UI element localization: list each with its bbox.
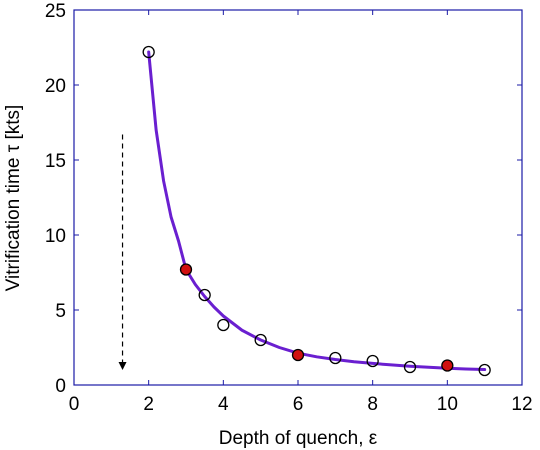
open-data-point [142,45,155,59]
filled-data-point [291,348,305,362]
y-tick-label: 10 [45,226,66,247]
annotation-layer [118,134,127,370]
open-data-point [366,354,379,368]
open-data-point [254,333,267,347]
filled-data-point [441,359,454,372]
open-data-point [329,351,342,365]
y-tick-label: 5 [55,301,66,322]
x-tick-label: 4 [218,394,229,415]
axes-layer [73,9,523,386]
y-tick-label: 15 [45,151,66,172]
x-tick-label: 6 [293,394,304,415]
x-tick-label: 8 [367,394,378,415]
x-tick-label: 0 [69,394,80,415]
x-tick-label: 12 [511,394,532,415]
plot-frame [73,9,523,386]
y-tick-label: 20 [45,76,66,97]
fit-curve-layer [147,50,487,372]
x-tick-label: 2 [143,394,154,415]
filled-data-point [179,263,193,276]
fit-curve [147,50,487,372]
y-tick-label: 25 [45,1,66,22]
x-axis-label: Depth of quench, ε [219,428,378,449]
open-data-point [403,360,417,374]
x-tick-label: 10 [437,394,458,415]
marker-layer [142,45,491,377]
open-data-point [198,288,211,302]
arrow-head-icon [118,362,127,370]
y-axis-label: Vitrification time τ [kts] [3,105,24,292]
open-data-point [478,363,491,377]
tick-label-layer: 0 2 4 6 8 10 12 0 5 10 15 20 25 [45,1,533,415]
open-data-point [217,318,230,332]
y-tick-label: 0 [55,376,66,397]
